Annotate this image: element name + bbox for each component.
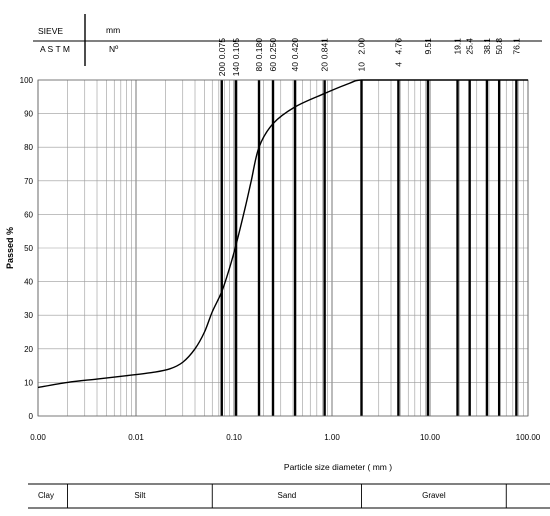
y-tick-label: 90 [24,110,33,119]
sieve-mm-label: 9.51 [423,38,433,55]
x-tick-label: 0.00 [30,433,46,442]
sieve-header: SIEVE A S T M mm Nº 0.075 200 0.105 140 0.18… [33,14,542,76]
y-axis-title: Passed % [5,227,15,269]
sieve-number-label: 20 [320,62,330,72]
y-tick-label: 50 [24,244,33,253]
sieve-number-label: 40 [290,62,300,72]
gradation-curve [37,79,528,389]
sieve-mm-label: 38.1 [482,38,492,55]
class-label-sand: Sand [278,491,297,500]
x-tick-label: 10.00 [420,433,441,442]
y-tick-label: 70 [24,177,33,186]
sieve-number-label: 60 [268,62,278,72]
mm-unit-label: mm [106,25,120,35]
sieve-mm-label: 4.76 [393,38,403,55]
y-tick-label: 40 [24,278,33,287]
y-tick-label: 20 [24,345,33,354]
sieve-mm-label: 0.180 [254,38,264,60]
sieve-mm-label: 25.4 [465,38,475,55]
sieve-mm-label: 0.420 [290,38,300,60]
y-tick-label: 0 [29,412,34,421]
sieve-number-label: 10 [357,62,367,72]
x-axis: 0.00 0.01 0.10 1.00 10.00 100.00 [30,433,541,442]
sieve-mm-label: 76.1 [511,38,521,55]
astm-label: A S T M [40,44,70,54]
plot-grid [37,79,529,417]
sieve-mm-label: 2.00 [357,38,367,55]
astm-number-label: Nº [109,44,118,54]
x-tick-label: 0.01 [128,433,144,442]
sieve-number-label: 4 [393,62,403,67]
sieve-number-label: 80 [254,62,264,72]
sieve-mm-label: 0.075 [217,38,227,60]
sieve-columns: 0.075 200 0.105 140 0.180 80 0.250 60 0.420 40 0.8… [217,38,522,76]
sieve-mm-label: 0.841 [320,38,330,60]
x-axis-title: Particle size diameter ( mm ) [284,462,392,472]
soil-classification-bar: Clay Silt Sand Gravel [28,483,550,509]
plot-frame [37,79,529,417]
sieve-label: SIEVE [38,26,63,36]
sieve-mm-label: 19.1 [453,38,463,55]
class-label-clay: Clay [38,491,54,500]
y-tick-label: 100 [20,76,34,85]
sieve-mm-label: 0.105 [231,38,241,60]
sieve-mm-label: 50.8 [494,38,504,55]
sieve-number-label: 140 [231,62,241,76]
y-tick-label: 60 [24,210,33,219]
y-axis: 0 10 20 30 40 50 60 70 80 90 100 [20,76,34,421]
sieve-number-label: 200 [217,62,227,76]
x-tick-label: 100.00 [516,433,541,442]
y-tick-label: 80 [24,143,33,152]
class-label-silt: Silt [134,491,146,500]
sieve-mm-label: 0.250 [268,38,278,60]
class-label-gravel: Gravel [422,491,446,500]
y-tick-label: 10 [24,378,33,387]
x-tick-label: 1.00 [324,433,340,442]
x-tick-label: 0.10 [226,433,242,442]
y-tick-label: 30 [24,311,33,320]
